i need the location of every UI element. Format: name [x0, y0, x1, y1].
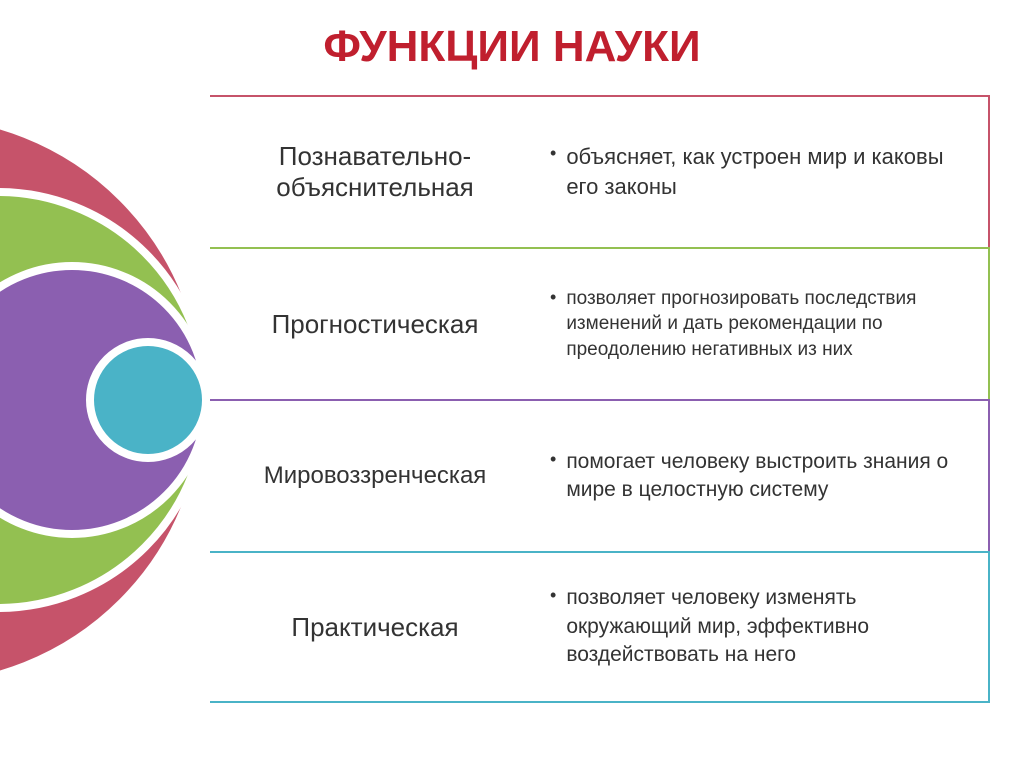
arc-3 — [86, 338, 210, 462]
diagram-container: Познавательно-объяснительная • объясняет, … — [0, 95, 1024, 705]
row-label-0: Познавательно-объяснительная — [210, 97, 540, 247]
bullet-icon: • — [550, 584, 556, 607]
page-title: ФУНКЦИИ НАУКИ — [0, 22, 1024, 72]
row-3: Практическая • позволяет человеку изменять… — [210, 551, 990, 703]
row-label-3: Практическая — [210, 553, 540, 701]
bullet-icon: • — [550, 286, 556, 309]
bullet-icon: • — [550, 448, 556, 471]
row-2: Мировоззренческая • помогает человеку выст… — [210, 399, 990, 551]
row-label-2: Мировоззренческая — [210, 401, 540, 551]
row-desc-text-1: позволяет прогнозировать последствия изм… — [566, 286, 968, 363]
row-desc-text-0: объясняет, как устроен мир и каковы его … — [566, 142, 968, 201]
row-desc-3: • позволяет человеку изменять окружающий … — [540, 553, 988, 701]
row-desc-2: • помогает человеку выстроить знания о ми… — [540, 401, 988, 551]
bullet-icon: • — [550, 142, 556, 165]
row-desc-0: • объясняет, как устроен мир и каковы его… — [540, 97, 988, 247]
rows-layer: Познавательно-объяснительная • объясняет, … — [210, 95, 990, 705]
row-desc-1: • позволяет прогнозировать последствия из… — [540, 249, 988, 399]
row-desc-text-2: помогает человеку выстроить знания о мир… — [566, 448, 968, 505]
row-1: Прогностическая • позволяет прогнозировать… — [210, 247, 990, 399]
row-0: Познавательно-объяснительная • объясняет, … — [210, 95, 990, 247]
row-label-1: Прогностическая — [210, 249, 540, 399]
row-desc-text-3: позволяет человеку изменять окружающий м… — [566, 584, 968, 669]
